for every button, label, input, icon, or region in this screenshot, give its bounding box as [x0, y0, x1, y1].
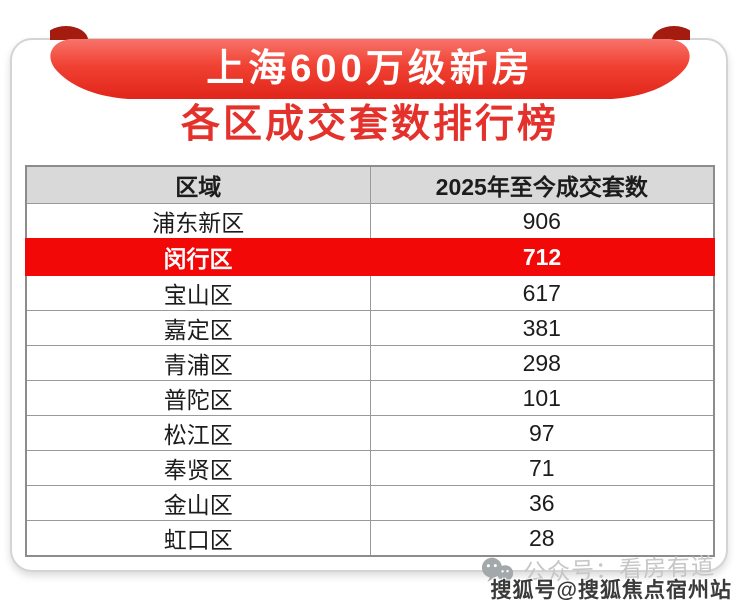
column-header-count: 2025年至今成交套数	[369, 165, 715, 204]
sohu-watermark: 搜狐号@搜狐焦点宿州站	[490, 579, 732, 602]
district-cell: 奉贤区	[25, 450, 371, 486]
ranking-table: 区域 2025年至今成交套数 浦东新区 906 闵行区 712 宝山区 617 …	[25, 165, 715, 557]
table-row: 松江区 97	[25, 415, 715, 451]
district-cell: 金山区	[25, 485, 371, 521]
district-cell: 浦东新区	[25, 203, 371, 240]
wechat-watermark: 公众号：看房有道	[479, 547, 715, 589]
ribbon-banner	[50, 24, 690, 106]
count-cell: 381	[369, 310, 715, 346]
district-cell: 嘉定区	[25, 310, 371, 346]
district-cell: 普陀区	[25, 380, 371, 416]
page-title: 上海600万级新房	[206, 48, 534, 90]
table-row: 宝山区 617	[25, 274, 715, 311]
district-cell: 青浦区	[25, 345, 371, 381]
table-header-row: 区域 2025年至今成交套数	[25, 165, 715, 204]
column-header-district: 区域	[25, 165, 371, 204]
table-row: 青浦区 298	[25, 345, 715, 381]
table-row: 浦东新区 906	[25, 203, 715, 240]
count-cell: 28	[369, 520, 715, 557]
district-cell: 闵行区	[25, 238, 371, 276]
count-cell: 101	[369, 380, 715, 416]
count-cell: 97	[369, 415, 715, 451]
ribbon-band	[50, 39, 690, 99]
count-cell: 298	[369, 345, 715, 381]
district-cell: 虹口区	[25, 520, 371, 557]
district-cell: 宝山区	[25, 274, 371, 311]
page-subtitle: 各区成交套数排行榜	[180, 103, 559, 146]
count-cell: 712	[369, 238, 715, 276]
ribbon-left-fold-icon	[50, 26, 88, 40]
table-row: 闵行区 712	[25, 238, 715, 276]
ribbon-right-fold-icon	[652, 26, 690, 40]
table-row: 嘉定区 381	[25, 310, 715, 346]
count-cell: 906	[369, 203, 715, 240]
table-row: 金山区 36	[25, 485, 715, 521]
ribbon-graphic	[50, 26, 690, 99]
table-row: 虹口区 28	[25, 520, 715, 557]
table-row: 普陀区 101	[25, 380, 715, 416]
wechat-icon	[481, 557, 514, 585]
table-body: 浦东新区 906 闵行区 712 宝山区 617 嘉定区 381 青浦区 298…	[25, 203, 715, 557]
district-cell: 松江区	[25, 415, 371, 451]
count-cell: 36	[369, 485, 715, 521]
count-cell: 71	[369, 450, 715, 486]
table-row: 奉贤区 71	[25, 450, 715, 486]
count-cell: 617	[369, 274, 715, 311]
